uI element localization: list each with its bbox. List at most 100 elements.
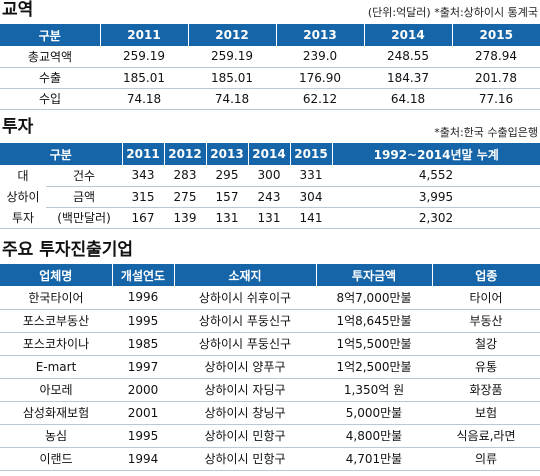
company-name: E-mart xyxy=(0,355,112,379)
table-cell: 157 xyxy=(206,186,248,208)
table-row: 총교역액 259.19 259.19 239.0 248.55 278.94 xyxy=(0,46,540,68)
company-location: 상하이시 민항구 xyxy=(174,424,316,448)
company-industry: 식음료,라면 xyxy=(432,424,540,448)
table-cell: 77.16 xyxy=(452,88,540,110)
invest-header-row: 구분 2011 2012 2013 2014 2015 1992~2014년말 … xyxy=(0,143,540,165)
invest-header-cell: 구분 xyxy=(0,143,122,165)
table-row: 농심 1995 상하이시 민항구 4,800만불 식음료,라면 xyxy=(0,424,540,448)
table-row: 삼성화재보험 2001 상하이시 창닝구 5,000만불 보험 xyxy=(0,401,540,425)
table-cell: 185.01 xyxy=(100,67,188,89)
companies-header-cell: 업종 xyxy=(431,264,540,286)
company-investment: 5,000만불 xyxy=(316,401,432,425)
company-investment: 4,800만불 xyxy=(316,424,432,448)
row-label: 금액 xyxy=(46,186,122,208)
table-cell: 243 xyxy=(248,186,290,208)
trade-header-row: 구분 2011 2012 2013 2014 2015 xyxy=(0,24,540,46)
trade-header-cell: 구분 xyxy=(0,24,100,46)
company-location: 상하이시 푸둥신구 xyxy=(174,309,316,333)
table-cell: 4,552 xyxy=(332,165,540,187)
company-year: 1985 xyxy=(112,332,174,356)
trade-header-cell: 2014 xyxy=(363,24,452,46)
trade-source-note: (단위:억달러) *출처:상하이시 통계국 xyxy=(367,6,538,19)
trade-title: 교역 xyxy=(2,0,34,20)
company-industry: 철강 xyxy=(432,332,540,356)
company-year: 1994 xyxy=(112,447,174,471)
row-label: 수입 xyxy=(0,88,100,110)
company-location: 상하이시 푸둥신구 xyxy=(174,332,316,356)
company-location: 상하이시 양푸구 xyxy=(174,355,316,379)
companies-header-cell: 투자금액 xyxy=(315,264,432,286)
companies-header-cell: 개설연도 xyxy=(111,264,174,286)
table-cell: 167 xyxy=(122,207,164,229)
company-investment: 1억5,500만불 xyxy=(316,332,432,356)
company-industry: 타이어 xyxy=(432,286,540,310)
table-cell: 239.0 xyxy=(276,46,364,68)
table-cell: 278.94 xyxy=(452,46,540,68)
company-location: 상하이시 자딩구 xyxy=(174,378,316,402)
table-cell: 343 xyxy=(122,165,164,187)
table-cell: 201.78 xyxy=(452,67,540,89)
table-cell: 141 xyxy=(290,207,332,229)
company-investment: 8억7,000만불 xyxy=(316,286,432,310)
company-location: 상하이시 민항구 xyxy=(174,447,316,471)
company-industry: 보험 xyxy=(432,401,540,425)
table-cell: 74.18 xyxy=(100,88,188,110)
company-industry: 유통 xyxy=(432,355,540,379)
trade-header-cell: 2012 xyxy=(187,24,276,46)
group-label: 투자 xyxy=(0,207,46,229)
table-cell: 62.12 xyxy=(276,88,364,110)
invest-header-cell: 2014 xyxy=(247,143,290,165)
row-label: 건수 xyxy=(46,165,122,187)
company-name: 삼성화재보험 xyxy=(0,401,112,425)
table-cell: 315 xyxy=(122,186,164,208)
invest-header-cell: 2012 xyxy=(163,143,206,165)
table-row: 아모레 2000 상하이시 자딩구 1,350억 원 화장품 xyxy=(0,378,540,402)
table-row: 포스코부동산 1995 상하이시 푸둥신구 1억8,645만불 부동산 xyxy=(0,309,540,333)
company-investment: 1억2,500만불 xyxy=(316,355,432,379)
company-industry: 화장품 xyxy=(432,378,540,402)
company-name: 이랜드 xyxy=(0,447,112,471)
table-row: 수출 185.01 185.01 176.90 184.37 201.78 xyxy=(0,67,540,89)
companies-header-cell: 소재지 xyxy=(173,264,316,286)
company-year: 2000 xyxy=(112,378,174,402)
company-year: 2001 xyxy=(112,401,174,425)
table-row: 투자 (백만달러) 167 139 131 131 141 2,302 xyxy=(0,207,540,229)
group-label: 대 xyxy=(17,169,29,183)
company-investment: 1억8,645만불 xyxy=(316,309,432,333)
company-name: 농심 xyxy=(0,424,112,448)
table-cell: 248.55 xyxy=(364,46,452,68)
table-cell: 259.19 xyxy=(100,46,188,68)
table-cell: 3,995 xyxy=(332,186,540,208)
table-cell: 74.18 xyxy=(188,88,276,110)
table-cell: 331 xyxy=(290,165,332,187)
company-investment: 1,350억 원 xyxy=(316,378,432,402)
table-row: 상하이 금액 315 275 157 243 304 3,995 xyxy=(0,186,540,208)
table-cell: 64.18 xyxy=(364,88,452,110)
invest-header-cell: 1992~2014년말 누계 xyxy=(331,143,540,165)
company-year: 1996 xyxy=(112,286,174,310)
companies-header-row: 업체명 개설연도 소재지 투자금액 업종 xyxy=(0,264,540,286)
table-cell: 275 xyxy=(164,186,206,208)
trade-header-cell: 2015 xyxy=(451,24,540,46)
table-cell: 259.19 xyxy=(188,46,276,68)
invest-source-note: *출처:한국 수출입은행 xyxy=(434,126,538,139)
row-label: 수출 xyxy=(0,67,100,89)
table-row: E-mart 1997 상하이시 양푸구 1억2,500만불 유통 xyxy=(0,355,540,379)
row-label: (백만달러) xyxy=(46,207,122,229)
company-name: 포스코차이나 xyxy=(0,332,112,356)
company-location: 상하이시 창닝구 xyxy=(174,401,316,425)
table-cell: 185.01 xyxy=(188,67,276,89)
companies-title: 주요 투자진출기업 xyxy=(2,240,134,260)
table-row: 이랜드 1994 상하이시 민항구 4,701만불 의류 xyxy=(0,447,540,471)
invest-title: 투자 xyxy=(2,117,34,137)
companies-header-cell: 업체명 xyxy=(0,264,112,286)
table-cell: 131 xyxy=(206,207,248,229)
invest-header-cell: 2013 xyxy=(205,143,248,165)
table-row: 대 건수 343 283 295 300 331 4,552 xyxy=(0,165,540,187)
trade-header-cell: 2011 xyxy=(99,24,188,46)
companies-table: 업체명 개설연도 소재지 투자금액 업종 한국타이어 1996 상하이시 쉬후이… xyxy=(0,264,540,471)
table-row: 수입 74.18 74.18 62.12 64.18 77.16 xyxy=(0,88,540,110)
table-cell: 283 xyxy=(164,165,206,187)
invest-table: 구분 2011 2012 2013 2014 2015 1992~2014년말 … xyxy=(0,143,540,229)
company-year: 1995 xyxy=(112,309,174,333)
